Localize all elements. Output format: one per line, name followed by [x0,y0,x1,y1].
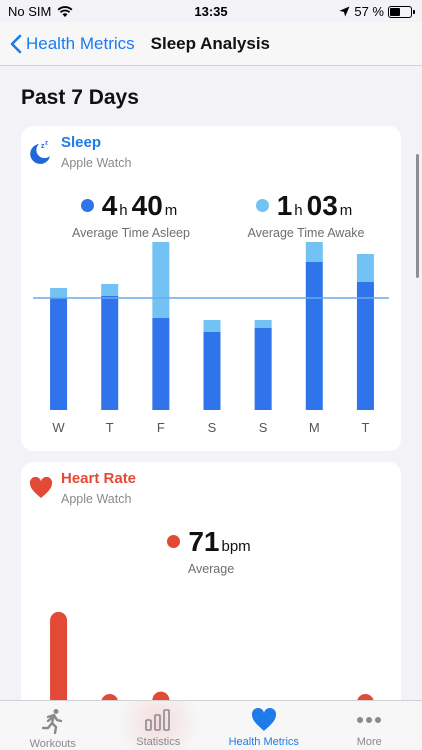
sleep-bar-asleep [203,332,221,410]
tab-statistics[interactable]: Statistics [105,701,211,750]
tab-statistics-label: Statistics [136,736,181,748]
sleep-bar-asleep [50,298,68,410]
sleep-bar-awake [203,320,221,332]
heart-rate-bar [152,691,170,700]
heart-rate-bar [357,694,374,700]
location-arrow-icon [339,6,350,17]
sleep-bar-asleep [101,296,119,410]
awake-metric: 1 h 03 m Average Time Awake [231,190,381,240]
awake-hours-unit: h [294,202,303,219]
sleep-bar-awake [101,284,119,296]
sleep-card[interactable]: z z Sleep Apple Watch 4 h 40 m Average T… [21,126,401,451]
sleep-card-title: Sleep [61,134,102,151]
svg-text:z: z [45,141,48,147]
heart-card-header: Heart Rate Apple Watch [27,470,136,506]
tab-bar: Workouts Statistics Health Metrics More [0,700,422,750]
asleep-minutes-unit: m [164,202,178,219]
asleep-hours-unit: h [119,202,128,219]
chevron-left-icon [10,34,22,53]
asleep-minutes: 40 [131,190,163,221]
sleep-chart [33,242,389,410]
x-tick-label: W [52,420,65,435]
x-tick-label: T [361,420,370,435]
scroll-content[interactable]: Past 7 Days z z Sleep Apple Watch 4 h 40 [0,66,422,700]
sleep-bar-awake [356,254,374,282]
heart-rate-card[interactable]: Heart Rate Apple Watch 71 bpm Average [21,462,401,700]
heart-average-metric: 71 bpm Average [131,526,291,576]
heart-average-unit: bpm [221,538,251,555]
awake-minutes-unit: m [339,202,353,219]
section-title: Past 7 Days [21,86,139,109]
battery-icon [388,5,415,18]
heart-rate-bar [101,694,118,700]
wifi-icon [57,5,73,17]
sleep-bar-awake [152,242,170,318]
carrier-label: No SIM [8,4,52,19]
heart-average-label: Average [187,562,235,576]
x-tick-label: S [258,420,268,435]
scrollbar[interactable] [416,154,419,278]
tab-workouts-label: Workouts [29,738,76,750]
sleep-bar-asleep [356,282,374,410]
svg-text:z: z [41,143,45,150]
bar-chart-icon [145,709,171,731]
asleep-label: Average Time Asleep [72,226,190,240]
x-tick-label: T [105,420,114,435]
status-bar: No SIM 13:35 57 % [0,0,422,22]
battery-percent: 57 % [354,4,384,19]
sleep-moon-icon: z z [27,138,55,166]
tab-more[interactable]: More [317,701,422,750]
asleep-hours: 4 [101,190,118,221]
sleep-bar-asleep [305,262,323,410]
status-right: 57 % [339,4,415,19]
back-button[interactable]: Health Metrics [10,34,135,54]
tab-workouts[interactable]: Workouts [0,701,106,750]
running-icon [41,709,62,734]
tab-health-metrics-label: Health Metrics [228,736,299,748]
heart-rate-chart [50,611,374,700]
heart-average-value: 71 [188,526,220,557]
sleep-card-header: z z Sleep Apple Watch [27,134,131,170]
x-tick-label: F [156,420,165,435]
awake-hours: 1 [276,190,293,221]
heart-icon [251,708,276,731]
heart-rate-bar [50,611,68,700]
asleep-metric: 4 h 40 m Average Time Asleep [51,190,211,240]
x-tick-label: M [308,420,320,435]
sleep-bar-awake [254,320,272,328]
tab-more-label: More [356,736,382,748]
x-tick-label: S [207,420,217,435]
heart-card-source: Apple Watch [61,492,132,506]
tab-health-metrics[interactable]: Health Metrics [211,701,317,750]
awake-dot [255,199,269,212]
heart-card-title: Heart Rate [61,470,137,487]
back-button-label: Health Metrics [26,33,135,53]
sleep-bar-asleep [152,318,170,410]
page-title: Sleep Analysis [150,33,271,53]
more-icon [357,717,382,723]
navigation-bar: Health Metrics Sleep Analysis [0,22,422,66]
asleep-dot [80,199,94,212]
status-time: 13:35 [194,4,228,19]
heart-icon [27,474,55,502]
heart-average-dot [167,535,181,548]
status-left: No SIM [8,4,73,19]
sleep-bar-asleep [254,328,272,410]
awake-label: Average Time Awake [247,226,365,240]
sleep-bar-awake [305,242,323,262]
sleep-bar-awake [50,288,68,298]
sleep-card-source: Apple Watch [61,156,132,170]
awake-minutes: 03 [306,190,338,221]
